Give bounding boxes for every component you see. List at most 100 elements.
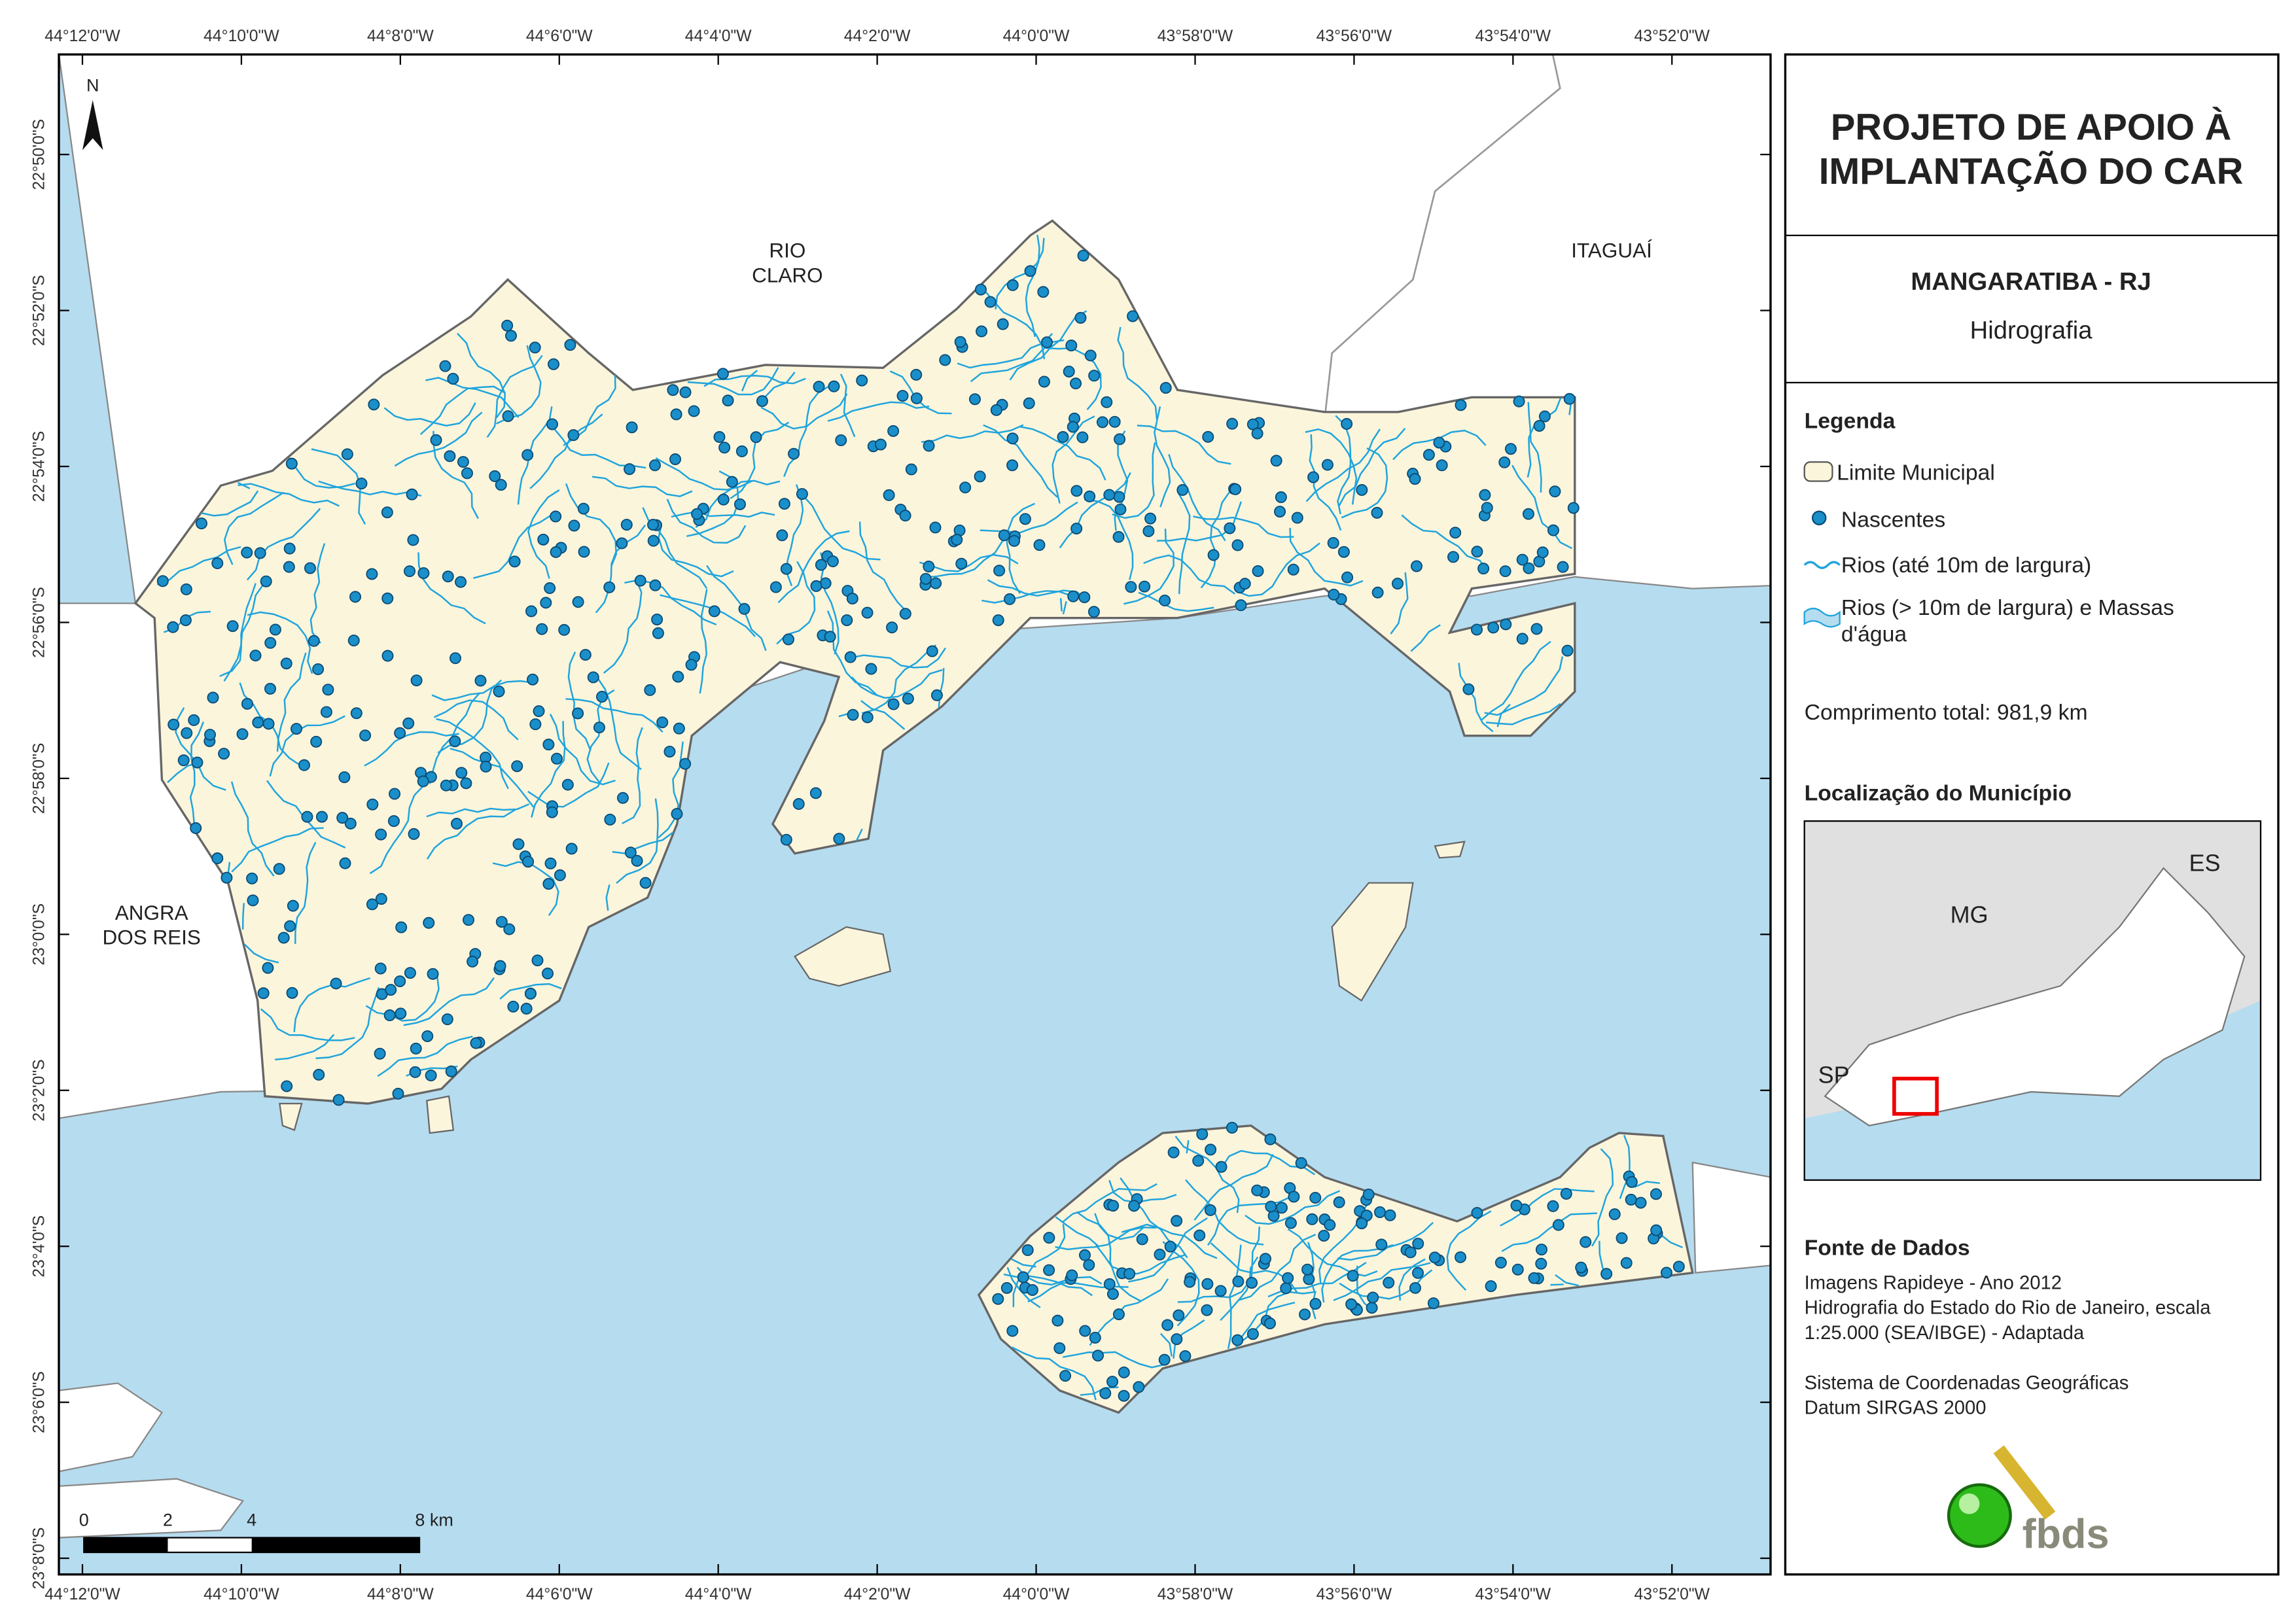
spring (1510, 1199, 1523, 1212)
spring (1066, 1269, 1078, 1282)
spring (283, 561, 295, 573)
spring (634, 574, 646, 587)
spring (548, 358, 559, 370)
river (315, 986, 380, 1059)
river (1550, 1283, 1564, 1286)
spring (1580, 1236, 1592, 1248)
spring (395, 1007, 407, 1020)
river (288, 457, 355, 489)
spring (722, 394, 734, 407)
river (858, 521, 908, 613)
spring (647, 519, 660, 531)
river (1555, 1274, 1580, 1287)
spring (974, 283, 987, 296)
spring (1552, 1219, 1564, 1231)
spring (835, 434, 847, 446)
spring (423, 916, 435, 929)
spring (375, 828, 387, 841)
river (1059, 598, 1063, 612)
spring (568, 519, 580, 532)
spring (1263, 1318, 1276, 1330)
spring (1259, 1253, 1271, 1265)
spring (1099, 1387, 1112, 1399)
spring (1522, 508, 1534, 520)
spring (204, 729, 217, 741)
spring (304, 562, 316, 574)
spring (624, 463, 636, 476)
spring (385, 984, 397, 996)
spring (425, 1070, 437, 1082)
spring (1114, 433, 1126, 445)
spring (1251, 1184, 1263, 1196)
river (1025, 234, 1040, 338)
spring (1366, 1302, 1378, 1314)
spring (1207, 549, 1220, 561)
spring (670, 408, 682, 421)
river (699, 589, 708, 694)
spring (1535, 1244, 1547, 1256)
inset-highlight (1892, 1076, 1939, 1116)
spring (521, 449, 534, 461)
spring (685, 659, 698, 671)
river (1305, 428, 1358, 505)
river (1305, 428, 1381, 502)
longitude-label: 43°52'0"W (1634, 1586, 1710, 1603)
legend-item: Rios (até 10m de largura) (1841, 553, 2091, 578)
river (157, 546, 241, 585)
spring (495, 479, 507, 491)
spring (381, 506, 393, 519)
spring (366, 898, 378, 911)
inset-label: SP (1818, 1061, 1850, 1088)
spring (910, 368, 923, 381)
spring (1214, 1285, 1227, 1297)
spring (955, 557, 968, 570)
spring (1239, 578, 1251, 590)
spring (402, 717, 415, 729)
spring (407, 534, 419, 546)
spring (1019, 513, 1031, 525)
river (1084, 498, 1134, 580)
spring (211, 852, 224, 865)
spring (998, 529, 1010, 542)
spring (663, 745, 676, 758)
latitude-label: 23°0'0"S (31, 903, 48, 966)
spring (1201, 1304, 1213, 1316)
spring (1306, 1213, 1318, 1225)
spring (826, 555, 839, 568)
graticule-labels: 44°12'0"W 44°12'0"W 44°10'0"W 44°10'0"W 44°8… (31, 27, 1771, 1603)
river (1012, 1346, 1097, 1401)
river (687, 367, 779, 396)
river (549, 714, 616, 786)
panel-title: PROJETO DE APOIO À IMPLANTAÇÃO DO CAR (1819, 107, 2244, 192)
spring (1341, 418, 1353, 430)
spring (1252, 565, 1264, 577)
river (1501, 1212, 1598, 1252)
spring (1375, 1238, 1388, 1251)
spring (564, 339, 576, 351)
river (1138, 591, 1214, 612)
spring (404, 565, 416, 578)
spring (1600, 1268, 1613, 1280)
spring (651, 613, 663, 625)
spring (1159, 381, 1172, 394)
river (1055, 1216, 1100, 1248)
spring (809, 787, 822, 799)
spring (489, 470, 501, 482)
spring (923, 560, 935, 572)
spring (1125, 581, 1137, 593)
longitude-label: 44°10'0"W (203, 27, 279, 45)
river (223, 584, 264, 682)
spring (180, 583, 192, 595)
spring (667, 384, 679, 396)
river (246, 508, 321, 581)
spring (593, 722, 605, 734)
spring (887, 698, 900, 710)
river (189, 722, 205, 824)
spring (461, 467, 473, 480)
spring (550, 546, 562, 558)
spring (286, 986, 298, 999)
spring (1000, 1282, 1013, 1294)
spring (883, 489, 895, 501)
spring (1059, 1370, 1072, 1382)
spring (1275, 491, 1287, 504)
